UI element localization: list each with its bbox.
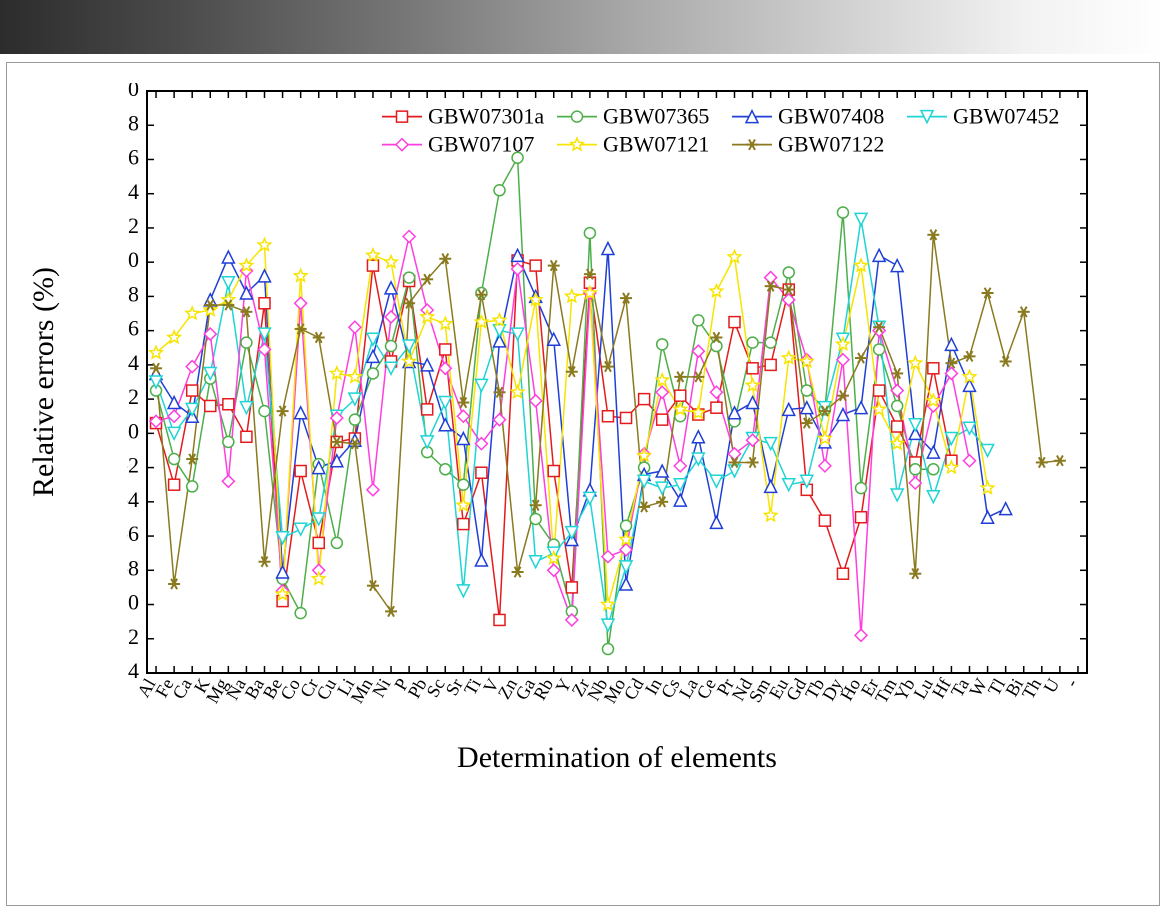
relative-errors-chart: -14-12-10-8-6-4-202468101214161820AlFeCa… bbox=[127, 83, 1107, 773]
y-tick-label: -10 bbox=[127, 590, 139, 615]
y-tick-label: 8 bbox=[128, 281, 139, 306]
y-tick-label: -8 bbox=[127, 555, 139, 580]
chart-frame: -14-12-10-8-6-4-202468101214161820AlFeCa… bbox=[6, 62, 1160, 906]
x-tick-label: Th bbox=[1018, 675, 1045, 702]
legend-label: GBW07301a bbox=[428, 104, 544, 129]
y-tick-label: -2 bbox=[127, 453, 139, 478]
chart-root: -14-12-10-8-6-4-202468101214161820AlFeCa… bbox=[0, 0, 1166, 912]
marker-layer bbox=[150, 152, 1066, 654]
x-tick-label: Rb bbox=[529, 675, 557, 703]
y-tick-label: 18 bbox=[127, 110, 139, 135]
y-tick-label: 10 bbox=[127, 247, 139, 272]
legend-label: GBW07452 bbox=[953, 104, 1059, 129]
x-tick-label: Ca bbox=[168, 675, 195, 702]
legend-label: GBW07365 bbox=[603, 104, 709, 129]
y-tick-label: 14 bbox=[127, 179, 139, 204]
y-axis-label: Relative errors (%) bbox=[27, 267, 60, 497]
y-tick-label: -6 bbox=[127, 521, 139, 546]
y-tick-label: 2 bbox=[128, 384, 139, 409]
legend-label: GBW07107 bbox=[428, 132, 534, 157]
legend-label: GBW07121 bbox=[603, 132, 709, 157]
y-tick-label: 20 bbox=[127, 83, 139, 101]
x-tick-label: U bbox=[1040, 675, 1064, 696]
y-tick-label: -12 bbox=[127, 624, 139, 649]
series-layer bbox=[156, 158, 1060, 649]
x-tick-label: Ni bbox=[368, 675, 394, 701]
header-gradient-bar bbox=[0, 0, 1166, 54]
y-tick-label: -4 bbox=[127, 487, 139, 512]
y-tick-label: 0 bbox=[128, 418, 139, 443]
y-tick-label: 12 bbox=[127, 213, 139, 238]
y-tick-label: 4 bbox=[128, 350, 139, 375]
y-tick-label: 6 bbox=[128, 316, 139, 341]
legend: GBW07301a GBW07365 GBW07408 GBW07452 GBW0710… bbox=[382, 104, 1059, 157]
x-axis-label: Determination of elements bbox=[457, 741, 777, 773]
x-tick-label: - bbox=[1061, 675, 1081, 690]
y-tick-label: -14 bbox=[127, 658, 139, 683]
legend-label: GBW07408 bbox=[778, 104, 884, 129]
y-tick-label: 16 bbox=[127, 145, 139, 170]
legend-label: GBW07122 bbox=[778, 132, 884, 157]
